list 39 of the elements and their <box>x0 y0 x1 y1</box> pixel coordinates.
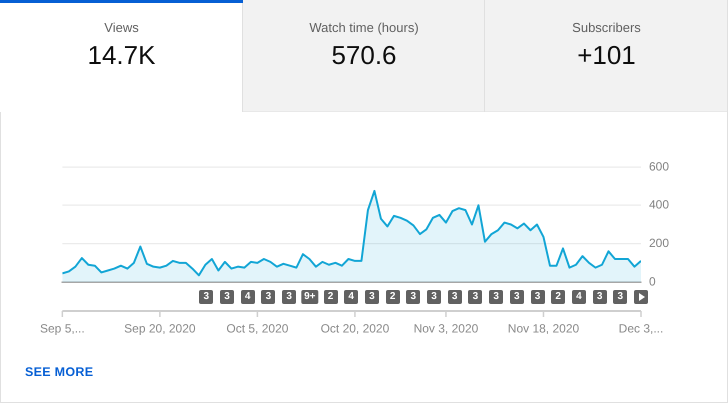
text: Subscribers <box>571 20 642 36</box>
text: Views <box>103 20 140 36</box>
count-badge: 3 <box>220 290 234 304</box>
count-badge: 3 <box>468 290 482 304</box>
count-badge: 3 <box>199 290 214 304</box>
y-tick-label: 200 <box>649 236 670 250</box>
count-badge: 3 <box>592 290 607 304</box>
count-badge: 3 <box>282 290 296 304</box>
count-badge: 3 <box>427 290 441 304</box>
x-tick-label: Nov 3, 2020 <box>414 322 479 336</box>
x-tick-label: Oct 20, 2020 <box>320 322 390 336</box>
count-badge: 4 <box>572 290 586 304</box>
text: 14.7K <box>86 40 156 70</box>
x-tick-label: Dec 3,... <box>618 322 664 336</box>
x-tick-label: Oct 5, 2020 <box>226 322 289 336</box>
x-tick-label: Sep 5,... <box>40 322 85 336</box>
y-tick-label: 0 <box>649 274 656 288</box>
count-badge: 3 <box>530 290 544 304</box>
count-badge: 3 <box>406 290 420 304</box>
text: Watch time (hours) <box>308 20 420 36</box>
count-badge: 3 <box>261 290 276 304</box>
x-tick-label: Sep 20, 2020 <box>124 322 196 336</box>
count-badge: 4 <box>240 290 255 304</box>
count-badge: 3 <box>613 290 628 304</box>
y-tick-label: 600 <box>649 159 670 174</box>
x-tick-label: Nov 18, 2020 <box>508 322 580 336</box>
count-badge: 3 <box>364 290 379 304</box>
count-badge: 3 <box>489 290 504 304</box>
y-tick-label: 400 <box>649 198 670 212</box>
text: 570.6 <box>330 40 398 70</box>
count-badge: 3 <box>448 290 462 304</box>
count-badge: 3 <box>510 290 524 304</box>
count-badge: 9+ <box>301 290 318 304</box>
text: SEE MORE <box>25 365 94 379</box>
count-badge: 2 <box>551 290 566 304</box>
count-badge: 2 <box>386 290 400 304</box>
text: +101 <box>576 40 637 70</box>
count-badge: 4 <box>344 290 358 304</box>
count-badge: 2 <box>324 290 338 304</box>
